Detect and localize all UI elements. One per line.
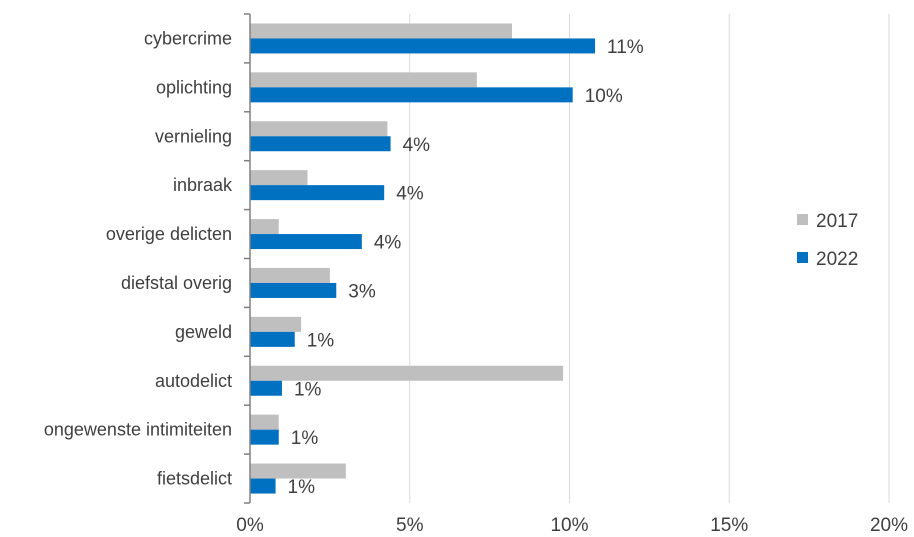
- bar-2022-geweld: [250, 331, 295, 347]
- data-labels: 11% 10% 4% 4% 4% 3% 1% 1% 1% 1%: [288, 37, 644, 498]
- category-label: geweld: [175, 322, 232, 342]
- category-label: fietsdelict: [157, 469, 232, 489]
- bar-2017-autodelict: [250, 365, 564, 381]
- data-label: 10%: [585, 86, 623, 107]
- data-label: 1%: [288, 477, 316, 498]
- bar-2022-inbraak: [250, 185, 385, 201]
- category-label: overige delicten: [106, 224, 232, 244]
- bar-2017-cybercrime: [250, 23, 512, 39]
- bar-2017-overige-delicten: [250, 219, 279, 235]
- bar-2022-diefstal-overig: [250, 282, 337, 298]
- data-label: 3%: [348, 281, 376, 302]
- x-tick-label: 15%: [710, 515, 748, 536]
- data-label: 1%: [294, 379, 322, 400]
- bars: [250, 23, 596, 494]
- bar-2017-inbraak: [250, 170, 308, 186]
- bar-2022-ongewenste-intimiteiten: [250, 429, 279, 445]
- bar-2022-fietsdelict: [250, 478, 276, 494]
- bar-2022-overige-delicten: [250, 234, 362, 250]
- bar-2017-oplichting: [250, 72, 477, 88]
- x-tick-labels: 0% 5% 10% 15% 20%: [236, 515, 908, 536]
- category-label: oplichting: [156, 77, 232, 97]
- data-label: 11%: [607, 37, 644, 58]
- x-tick-label: 5%: [396, 515, 424, 536]
- bar-2017-diefstal-overig: [250, 267, 330, 283]
- data-label: 1%: [307, 330, 335, 351]
- category-labels: cybercrime oplichting vernieling inbraak ove…: [44, 28, 233, 488]
- data-label: 4%: [396, 184, 424, 205]
- category-label: autodelict: [155, 371, 232, 391]
- legend: 2017 2022: [797, 211, 858, 270]
- bar-2022-autodelict: [250, 380, 282, 396]
- category-label: ongewenste intimiteiten: [44, 420, 232, 440]
- category-label: cybercrime: [144, 28, 232, 48]
- x-tick-label: 0%: [236, 515, 264, 536]
- category-label: inbraak: [173, 175, 233, 195]
- bar-2022-cybercrime: [250, 38, 596, 54]
- data-label: 1%: [291, 428, 319, 449]
- bar-2022-oplichting: [250, 87, 573, 103]
- legend-label-2017: 2017: [816, 211, 858, 232]
- category-label: vernieling: [155, 126, 232, 146]
- data-label: 4%: [374, 233, 402, 254]
- legend-swatch-2022: [797, 252, 808, 263]
- bar-2022-vernieling: [250, 136, 391, 152]
- y-axis: [244, 13, 251, 504]
- legend-swatch-2017: [797, 214, 808, 225]
- bar-2017-vernieling: [250, 121, 388, 137]
- bar-2017-fietsdelict: [250, 463, 346, 479]
- legend-label-2022: 2022: [816, 249, 858, 270]
- data-label: 4%: [403, 135, 431, 156]
- x-tick-label: 20%: [870, 515, 908, 536]
- category-label: diefstal overig: [121, 273, 232, 293]
- x-tick-label: 10%: [550, 515, 588, 536]
- bar-2017-ongewenste-intimiteiten: [250, 414, 279, 430]
- bar-2017-geweld: [250, 316, 302, 332]
